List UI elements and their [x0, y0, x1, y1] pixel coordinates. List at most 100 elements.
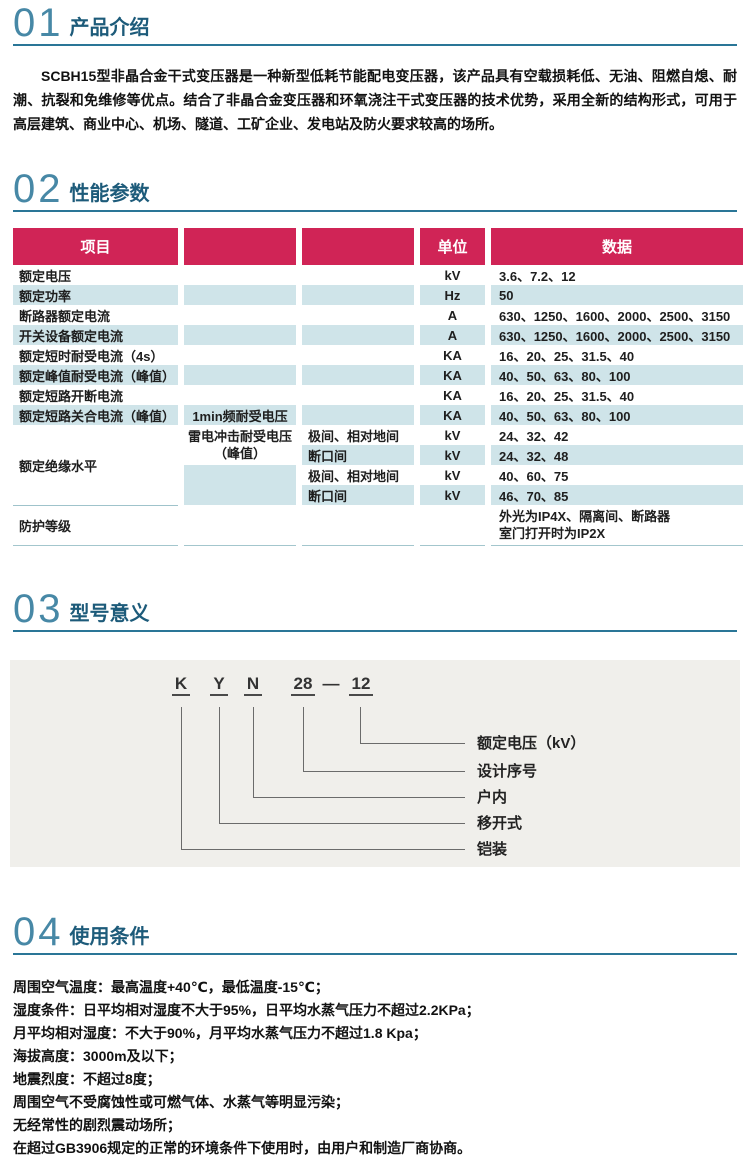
param-data: 3.6、7.2、12	[491, 265, 743, 285]
param-item: 开关设备额定电流	[13, 325, 178, 345]
param-item: 额定短时耐受电流（4s）	[13, 345, 178, 365]
model-label-armored: 铠装	[477, 841, 508, 858]
model-label-indoor: 户内	[477, 789, 508, 806]
param-unit: kV	[420, 485, 485, 505]
intro-paragraph: SCBH15型非晶合金干式变压器是一种新型低耗节能配电变压器，该产品具有空载损耗…	[13, 68, 737, 132]
param-blank	[302, 405, 414, 425]
table-header-unit: 单位	[420, 228, 485, 265]
connector-line-28	[303, 707, 465, 772]
param-blank	[184, 465, 296, 505]
param-unit: KA	[420, 345, 485, 365]
model-code-n: N	[244, 674, 262, 696]
table-header-item: 项目	[13, 228, 178, 265]
param-unit: A	[420, 305, 485, 325]
param-unit: A	[420, 325, 485, 345]
param-item: 断路器额定电流	[13, 305, 178, 325]
model-code-y: Y	[210, 674, 228, 696]
param-unit: KA	[420, 385, 485, 405]
model-code-12: 12	[349, 674, 373, 696]
connector-line-k	[181, 707, 465, 850]
section-usage-number: 04	[13, 910, 64, 954]
section-model-title: 型号意义	[69, 603, 150, 625]
model-label-rated-voltage: 额定电压（kV）	[477, 735, 586, 752]
condition-line: 湿度条件：日平均相对湿度不大于95%，日平均水蒸气压力不超过2.2KPa；	[13, 1002, 480, 1018]
param-item: 额定短路开断电流	[13, 385, 178, 405]
condition-line: 海拔高度：3000m及以下；	[13, 1048, 183, 1064]
model-separator: —	[322, 674, 340, 693]
condition-line: 地震烈度：不超过8度；	[13, 1071, 161, 1087]
section-usage-header: 04 使用条件	[13, 910, 737, 955]
param-item: 额定功率	[13, 285, 178, 305]
param-blank	[184, 325, 296, 345]
param-data-protection: 外光为IP4X、隔离间、断路器 室门打开时为IP2X	[491, 505, 743, 545]
usage-conditions-list: 周围空气温度：最高温度+40℃，最低温度-15℃； 湿度条件：日平均相对湿度不大…	[13, 976, 737, 1160]
table-bottom-rule	[491, 545, 743, 551]
section-intro-header: 01 产品介绍	[13, 1, 737, 46]
param-data: 24、32、48	[491, 445, 743, 465]
section-model-number: 03	[13, 587, 64, 631]
param-unit: kV	[420, 425, 485, 445]
table-header-blank-2	[302, 228, 414, 265]
table-header-blank-1	[184, 228, 296, 265]
param-blank	[302, 325, 414, 345]
section-usage-title: 使用条件	[69, 926, 150, 948]
protection-line-2: 室门打开时为IP2X	[499, 526, 606, 541]
param-unit: KA	[420, 405, 485, 425]
param-item: 额定电压	[13, 265, 178, 285]
param-unit: kV	[420, 265, 485, 285]
table-bottom-rule	[302, 545, 414, 551]
param-subitem-lightning: 雷电冲击耐受电压（峰值）	[184, 425, 296, 465]
protection-line-1: 外光为IP4X、隔离间、断路器	[499, 509, 671, 524]
connector-line-y	[219, 707, 465, 824]
param-data: 16、20、25、31.5、40	[491, 345, 743, 365]
model-designation-diagram: K Y N 28 — 12 额定电压（kV） 设计序号 户内 移开式 铠装	[10, 660, 740, 867]
condition-line: 周围空气不受腐蚀性或可燃气体、水蒸气等明显污染；	[13, 1094, 349, 1110]
param-scope: 断口间	[302, 485, 414, 505]
param-scope: 断口间	[302, 445, 414, 465]
param-unit: kV	[420, 465, 485, 485]
param-data: 46、70、85	[491, 485, 743, 505]
param-subitem: 1min频耐受电压	[184, 405, 296, 425]
condition-line: 无经常性的剧烈震动场所；	[13, 1117, 181, 1133]
connector-line-12	[360, 707, 465, 744]
param-item-insulation: 额定绝缘水平	[13, 425, 178, 505]
param-data: 50	[491, 285, 743, 305]
section-params-title: 性能参数	[69, 183, 150, 205]
condition-line: 周围空气温度：最高温度+40℃，最低温度-15℃；	[13, 979, 329, 995]
param-item-protection: 防护等级	[13, 505, 178, 545]
param-item: 额定短路关合电流（峰值）	[13, 405, 178, 425]
table-bottom-rule	[420, 545, 485, 551]
param-blank	[184, 365, 296, 385]
param-data: 24、32、42	[491, 425, 743, 445]
model-label-design-serial: 设计序号	[477, 763, 538, 780]
section-params-number: 02	[13, 167, 64, 211]
param-data: 40、50、63、80、100	[491, 365, 743, 385]
param-data: 630、1250、1600、2000、2500、3150	[491, 305, 743, 325]
param-data: 16、20、25、31.5、40	[491, 385, 743, 405]
table-bottom-rule	[13, 545, 178, 551]
condition-line: 月平均相对湿度：不大于90%，月平均水蒸气压力不超过1.8 Kpa；	[13, 1025, 427, 1041]
param-data: 630、1250、1600、2000、2500、3150	[491, 325, 743, 345]
param-scope: 极间、相对地间	[302, 465, 414, 485]
param-blank	[302, 365, 414, 385]
parameters-table: 项目 单位 数据 额定电压 kV 3.6、7.2、12 额定功率 Hz 50 断…	[13, 228, 743, 551]
model-label-withdrawable: 移开式	[477, 815, 523, 832]
model-code-k: K	[172, 674, 190, 696]
param-blank	[302, 285, 414, 305]
table-bottom-rule	[184, 545, 296, 551]
model-code-28: 28	[291, 674, 315, 696]
param-data: 40、60、75	[491, 465, 743, 485]
connector-line-n	[253, 707, 465, 798]
param-item: 额定峰值耐受电流（峰值）	[13, 365, 178, 385]
section-intro-number: 01	[13, 1, 64, 45]
param-data: 40、50、63、80、100	[491, 405, 743, 425]
condition-line: 在超过GB3906规定的正常的环境条件下使用时，由用户和制造厂商协商。	[13, 1140, 472, 1156]
param-scope: 极间、相对地间	[302, 425, 414, 445]
param-unit: KA	[420, 365, 485, 385]
section-params-header: 02 性能参数	[13, 167, 737, 212]
section-intro-title: 产品介绍	[69, 17, 150, 39]
param-unit: Hz	[420, 285, 485, 305]
table-header-data: 数据	[491, 228, 743, 265]
param-unit: kV	[420, 445, 485, 465]
